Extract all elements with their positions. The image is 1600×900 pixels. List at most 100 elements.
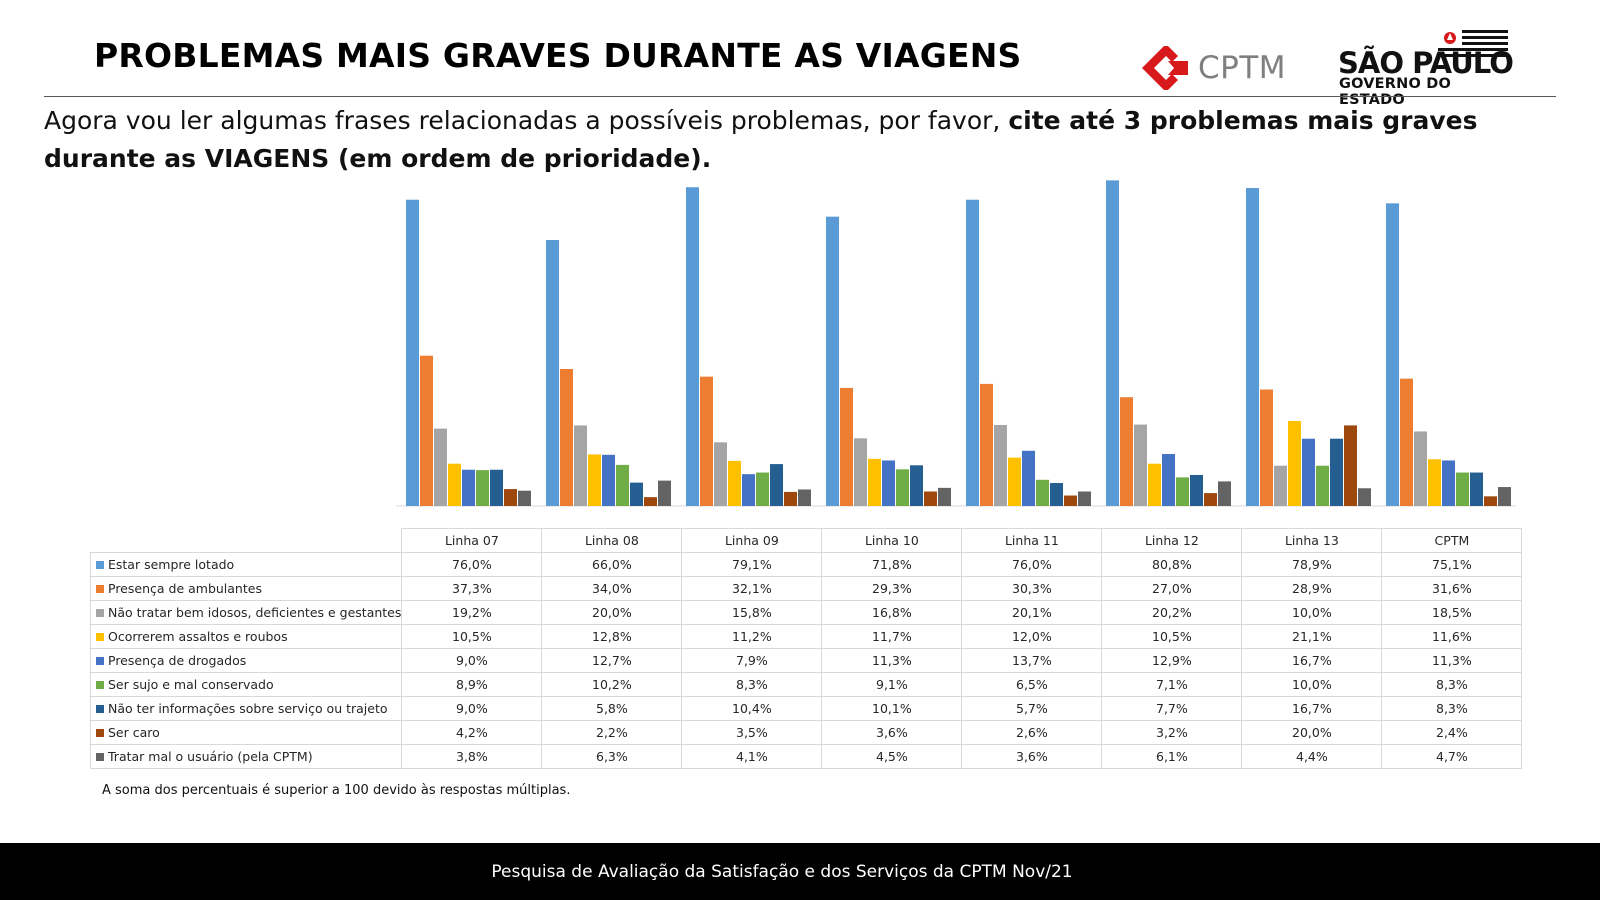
legend-entry: Ser caro	[89, 720, 403, 745]
legend-swatch	[96, 729, 104, 737]
bar-linha-13-series-7	[1330, 438, 1343, 506]
data-label: 13,7%	[961, 648, 1103, 673]
data-label: 7,9%	[681, 648, 823, 673]
bar-linha-12-series-1	[1106, 180, 1119, 506]
legend-swatch	[96, 609, 104, 617]
data-label: 20,0%	[541, 600, 683, 625]
question-bold: cite até 3 problemas mais graves durante…	[44, 106, 1478, 173]
bar-linha-13-series-2	[1260, 389, 1273, 506]
data-label: 16,7%	[1241, 648, 1383, 673]
data-label: 12,9%	[1101, 648, 1243, 673]
table-row: Presença de ambulantes 37,3% 34,0% 32,1% 29,…	[89, 576, 1523, 601]
bar-linha-11-series-2	[980, 383, 993, 506]
data-label: 16,8%	[821, 600, 963, 625]
legend-label: Ser sujo e mal conservado	[108, 677, 274, 692]
bar-linha-10-series-5	[882, 460, 895, 506]
data-label: 12,8%	[541, 624, 683, 649]
bar-linha-07-series-4	[448, 463, 461, 506]
data-label: 21,1%	[1241, 624, 1383, 649]
table-column-header: Linha 13	[1241, 528, 1383, 553]
data-label: 9,0%	[401, 696, 543, 721]
data-label: 15,8%	[681, 600, 823, 625]
bar-linha-13-series-5	[1302, 438, 1315, 506]
bar-linha-13-series-6	[1316, 465, 1329, 506]
data-label: 32,1%	[681, 576, 823, 601]
legend-label: Estar sempre lotado	[108, 557, 235, 572]
bar-linha-13-series-8	[1344, 425, 1357, 506]
bar-linha-12-series-9	[1218, 481, 1231, 506]
question-text: Agora vou ler algumas frases relacionada…	[44, 102, 1544, 178]
bar-linha-12-series-8	[1204, 493, 1217, 506]
table-row: Tratar mal o usuário (pela CPTM) 3,8% 6,3%…	[89, 744, 1523, 769]
bar-linha-10-series-7	[910, 465, 923, 506]
bar-linha-11-series-1	[966, 199, 979, 506]
bar-linha-11-series-3	[994, 424, 1007, 506]
footer-bar: Pesquisa de Avaliação da Satisfação e do…	[0, 843, 1600, 900]
bar-cptm-series-4	[1428, 459, 1441, 506]
data-label: 6,5%	[961, 672, 1103, 697]
bar-linha-09-series-9	[798, 489, 811, 506]
header-divider	[44, 96, 1556, 97]
table-corner	[90, 528, 402, 553]
bar-cptm-series-6	[1456, 472, 1469, 506]
data-label: 11,3%	[1381, 648, 1523, 673]
table-row: Não ter informações sobre serviço ou tra…	[89, 696, 1523, 721]
bar-cptm-series-8	[1484, 496, 1497, 506]
data-label: 11,2%	[681, 624, 823, 649]
legend-swatch	[96, 657, 104, 665]
data-label: 11,3%	[821, 648, 963, 673]
data-label: 18,5%	[1381, 600, 1523, 625]
bar-linha-09-series-1	[686, 187, 699, 507]
bar-linha-10-series-2	[840, 387, 853, 506]
data-label: 5,8%	[541, 696, 683, 721]
data-label: 4,4%	[1241, 744, 1383, 769]
bar-linha-13-series-3	[1274, 465, 1287, 506]
legend-label: Ocorrerem assaltos e roubos	[108, 629, 288, 644]
bar-linha-09-series-8	[784, 491, 797, 506]
bar-linha-10-series-3	[854, 438, 867, 506]
bar-linha-08-series-5	[602, 454, 615, 506]
bar-linha-11-series-8	[1064, 495, 1077, 506]
table-column-header: Linha 10	[821, 528, 963, 553]
bar-cptm-series-1	[1386, 203, 1399, 507]
data-label: 78,9%	[1241, 552, 1383, 577]
table-row: Presença de drogados 9,0% 12,7% 7,9% 11,3% 13…	[89, 648, 1523, 673]
data-label: 20,0%	[1241, 720, 1383, 745]
data-label: 11,7%	[821, 624, 963, 649]
legend-entry: Tratar mal o usuário (pela CPTM)	[89, 744, 403, 769]
bar-linha-08-series-6	[616, 464, 629, 506]
footnote: A soma dos percentuais é superior a 100 …	[102, 783, 571, 798]
data-label: 8,3%	[681, 672, 823, 697]
data-label: 76,0%	[401, 552, 543, 577]
table-row: Ocorrerem assaltos e roubos 10,5% 12,8% 11,…	[89, 624, 1523, 649]
data-label: 9,0%	[401, 648, 543, 673]
data-label: 10,4%	[681, 696, 823, 721]
data-label: 6,1%	[1101, 744, 1243, 769]
data-label: 10,1%	[821, 696, 963, 721]
data-label: 11,6%	[1381, 624, 1523, 649]
data-label: 10,5%	[1101, 624, 1243, 649]
legend-swatch	[96, 633, 104, 641]
data-label: 79,1%	[681, 552, 823, 577]
data-label: 37,3%	[401, 576, 543, 601]
legend-swatch	[96, 585, 104, 593]
legend-label: Presença de ambulantes	[108, 581, 262, 596]
data-label: 8,3%	[1381, 696, 1523, 721]
data-label: 3,2%	[1101, 720, 1243, 745]
data-label: 71,8%	[821, 552, 963, 577]
bar-cptm-series-9	[1498, 487, 1511, 506]
legend-swatch	[96, 705, 104, 713]
bar-linha-12-series-3	[1134, 424, 1147, 506]
bar-linha-12-series-5	[1162, 454, 1175, 506]
legend-entry: Presença de ambulantes	[89, 576, 403, 601]
cptm-logo-text: CPTM	[1198, 50, 1287, 86]
data-label: 3,5%	[681, 720, 823, 745]
bar-linha-12-series-6	[1176, 477, 1189, 506]
data-label: 27,0%	[1101, 576, 1243, 601]
data-label: 7,1%	[1101, 672, 1243, 697]
data-label: 2,4%	[1381, 720, 1523, 745]
bar-linha-07-series-3	[434, 428, 447, 506]
legend-entry: Ser sujo e mal conservado	[89, 672, 403, 697]
legend-entry: Não ter informações sobre serviço ou tra…	[89, 696, 403, 721]
bar-linha-09-series-7	[770, 464, 783, 506]
